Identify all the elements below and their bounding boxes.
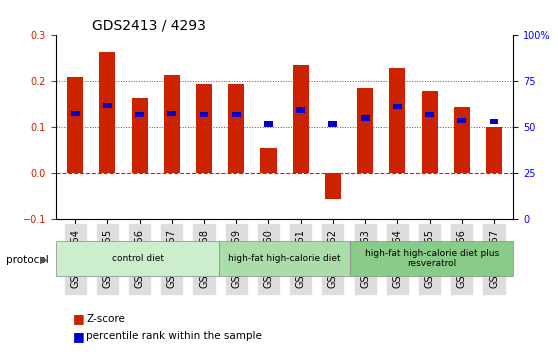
Bar — [167, 111, 176, 116]
FancyBboxPatch shape — [56, 241, 219, 276]
Text: ▶: ▶ — [40, 255, 47, 265]
Bar — [489, 119, 498, 124]
Bar — [389, 68, 406, 173]
Text: high-fat high-calorie diet plus
resveratrol: high-fat high-calorie diet plus resverat… — [364, 249, 499, 268]
Bar — [264, 121, 273, 126]
Bar — [425, 112, 434, 117]
Text: Z-score: Z-score — [86, 314, 126, 324]
Bar — [135, 112, 144, 117]
Bar — [360, 115, 369, 121]
Bar — [393, 104, 402, 109]
Text: protocol: protocol — [6, 255, 49, 265]
Text: GDS2413 / 4293: GDS2413 / 4293 — [93, 19, 206, 33]
Text: ■: ■ — [73, 312, 84, 325]
Bar — [292, 65, 309, 173]
Bar — [454, 107, 470, 173]
Bar — [228, 84, 244, 173]
Bar — [261, 148, 277, 173]
Bar — [163, 74, 180, 173]
FancyBboxPatch shape — [350, 241, 513, 276]
Bar — [421, 91, 437, 173]
Bar — [132, 97, 148, 173]
Bar — [200, 112, 209, 117]
Text: ■: ■ — [73, 330, 84, 343]
Bar — [99, 51, 116, 173]
Bar — [486, 127, 502, 173]
FancyBboxPatch shape — [219, 241, 350, 276]
Bar — [329, 121, 338, 126]
Bar — [103, 103, 112, 108]
Text: control diet: control diet — [112, 254, 163, 263]
Bar — [296, 107, 305, 113]
Bar — [71, 111, 80, 116]
Bar — [232, 112, 240, 117]
Bar — [458, 118, 466, 123]
Bar — [196, 84, 212, 173]
Text: percentile rank within the sample: percentile rank within the sample — [86, 331, 262, 341]
Bar — [357, 88, 373, 173]
Bar — [67, 77, 83, 173]
Bar — [325, 173, 341, 199]
Text: high-fat high-calorie diet: high-fat high-calorie diet — [228, 254, 341, 263]
